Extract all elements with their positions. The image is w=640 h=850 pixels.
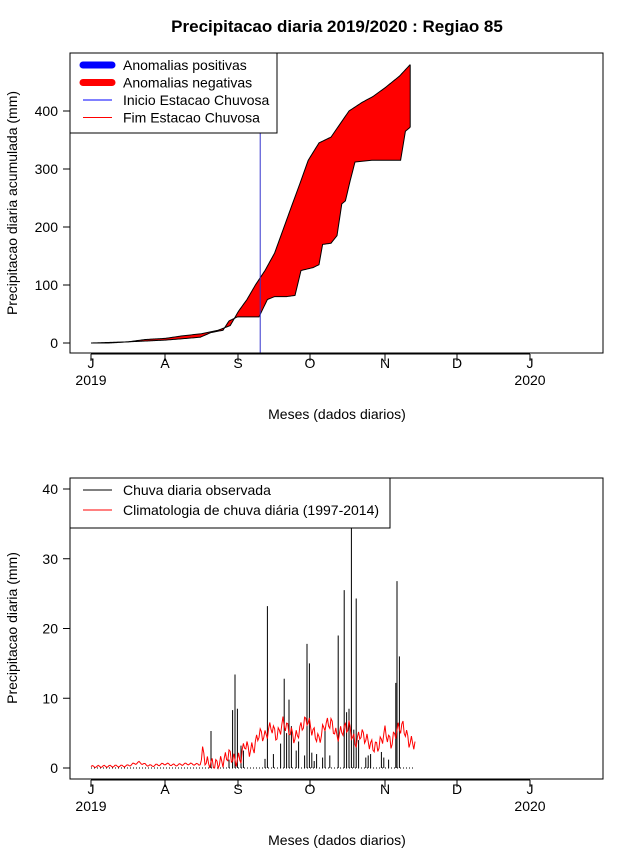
observed-accumulated-line bbox=[90, 126, 411, 344]
y-axis-top: 0 100 200 300 400 bbox=[35, 103, 71, 351]
x-axis-label-top: Meses (dados diarios) bbox=[268, 406, 406, 422]
x-tick-label: D bbox=[452, 781, 462, 797]
chart-title: Precipitacao diaria 2019/2020 : Regiao 8… bbox=[171, 17, 503, 36]
y-tick-label: 100 bbox=[35, 277, 59, 293]
y-axis-label-top: Precipitacao diaria acumulada (mm) bbox=[4, 91, 20, 315]
x-tick-label: J bbox=[88, 355, 95, 371]
legend-bottom: Chuva diaria observada Climatologia de ch… bbox=[69, 477, 391, 529]
x-tick-label: N bbox=[380, 355, 390, 371]
y-axis-bottom: 0 10 20 30 40 bbox=[42, 481, 71, 776]
y-tick-label: 20 bbox=[42, 621, 58, 637]
climatology-daily-line bbox=[90, 716, 416, 770]
x-tick-label: D bbox=[452, 355, 462, 371]
legend-label: Fim Estacao Chuvosa bbox=[123, 110, 260, 126]
x-year-label: 2019 bbox=[75, 798, 106, 814]
y-tick-label: 400 bbox=[35, 103, 59, 119]
legend-label: Anomalias positivas bbox=[123, 57, 247, 73]
x-axis-label-bottom: Meses (dados diarios) bbox=[268, 832, 406, 848]
y-tick-label: 0 bbox=[50, 335, 58, 351]
x-tick-label: J bbox=[527, 355, 534, 371]
x-tick-label: N bbox=[380, 781, 390, 797]
x-year-label: 2020 bbox=[514, 372, 545, 388]
legend-box bbox=[69, 477, 391, 529]
y-tick-label: 200 bbox=[35, 219, 59, 235]
y-tick-label: 30 bbox=[42, 551, 58, 567]
legend-label: Anomalias negativas bbox=[123, 75, 252, 91]
y-tick-label: 10 bbox=[42, 690, 58, 706]
x-tick-label: S bbox=[233, 781, 242, 797]
legend-label: Climatologia de chuva diária (1997-2014) bbox=[123, 502, 379, 518]
legend-label: Chuva diaria observada bbox=[123, 482, 271, 498]
climatology-line bbox=[90, 716, 416, 770]
accumulated-precipitation-panel: Precipitacao diaria 2019/2020 : Regiao 8… bbox=[4, 17, 604, 422]
x-tick-label: J bbox=[88, 781, 95, 797]
x-tick-label: O bbox=[305, 355, 316, 371]
y-tick-label: 0 bbox=[50, 760, 58, 776]
x-year-label: 2019 bbox=[75, 372, 106, 388]
x-tick-label: J bbox=[527, 781, 534, 797]
legend-label: Inicio Estacao Chuvosa bbox=[123, 92, 270, 108]
climatology-accumulated-line bbox=[91, 64, 411, 344]
y-axis-label-bottom: Precipitacao diaria (mm) bbox=[4, 552, 20, 704]
y-tick-label: 300 bbox=[35, 161, 59, 177]
x-tick-label: A bbox=[160, 781, 170, 797]
legend-top: Anomalias positivas Anomalias negativasIn… bbox=[69, 52, 278, 134]
y-tick-label: 40 bbox=[42, 481, 58, 497]
x-year-label: 2020 bbox=[514, 798, 545, 814]
x-tick-label: O bbox=[305, 781, 316, 797]
x-tick-label: S bbox=[233, 355, 242, 371]
x-tick-label: A bbox=[160, 355, 170, 371]
